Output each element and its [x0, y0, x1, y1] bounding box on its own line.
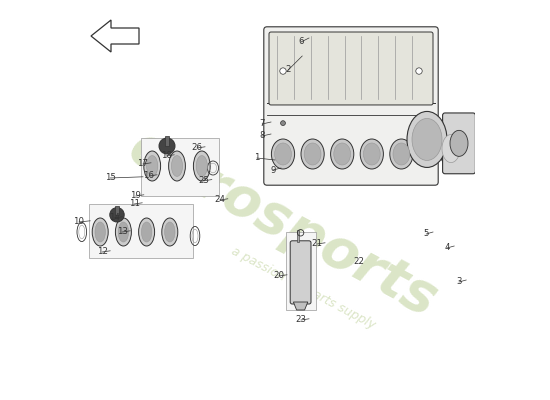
Text: 15: 15	[104, 174, 116, 182]
Bar	[286, 232, 316, 310]
Text: 14: 14	[109, 214, 120, 222]
Text: 20: 20	[273, 272, 284, 280]
Ellipse shape	[147, 156, 158, 176]
FancyBboxPatch shape	[443, 113, 475, 174]
Ellipse shape	[274, 143, 292, 165]
Circle shape	[280, 68, 286, 74]
Bar	[141, 138, 219, 196]
Circle shape	[416, 68, 422, 74]
Text: 3: 3	[456, 278, 462, 286]
Text: 4: 4	[444, 244, 450, 252]
FancyBboxPatch shape	[269, 32, 433, 105]
Ellipse shape	[139, 218, 155, 246]
Ellipse shape	[162, 218, 178, 246]
Ellipse shape	[360, 139, 383, 169]
Text: 26: 26	[191, 144, 202, 152]
FancyBboxPatch shape	[290, 241, 311, 304]
Text: 6: 6	[298, 38, 304, 46]
Text: 25: 25	[199, 176, 210, 185]
Ellipse shape	[194, 151, 210, 181]
Ellipse shape	[301, 139, 324, 169]
Ellipse shape	[331, 139, 354, 169]
Ellipse shape	[390, 139, 413, 169]
Text: 7: 7	[260, 120, 265, 128]
Text: 9: 9	[270, 166, 276, 174]
Text: 19: 19	[130, 192, 141, 200]
Bar	[298, 230, 299, 242]
Ellipse shape	[439, 130, 463, 166]
Text: 12: 12	[97, 248, 108, 256]
Ellipse shape	[393, 143, 410, 165]
Text: a passion for parts supply: a passion for parts supply	[229, 244, 377, 332]
Circle shape	[159, 138, 175, 154]
Text: 18: 18	[161, 152, 172, 160]
Bar	[89, 204, 193, 258]
Ellipse shape	[412, 118, 442, 160]
Ellipse shape	[407, 112, 447, 168]
Ellipse shape	[304, 143, 321, 165]
Text: 13: 13	[117, 228, 128, 236]
Circle shape	[110, 208, 124, 222]
Ellipse shape	[169, 151, 185, 181]
Ellipse shape	[92, 218, 108, 246]
Ellipse shape	[172, 156, 183, 176]
Text: 16: 16	[144, 172, 155, 180]
Bar	[115, 206, 119, 215]
Ellipse shape	[334, 143, 350, 165]
Text: 1: 1	[254, 154, 260, 162]
Ellipse shape	[364, 143, 380, 165]
Ellipse shape	[95, 222, 106, 242]
FancyBboxPatch shape	[264, 27, 438, 185]
Ellipse shape	[144, 151, 161, 181]
Text: 8: 8	[260, 132, 265, 140]
Text: 17: 17	[138, 160, 148, 168]
Text: 2: 2	[285, 66, 291, 74]
Text: 24: 24	[214, 196, 225, 204]
Text: 10: 10	[74, 218, 85, 226]
Ellipse shape	[196, 156, 207, 176]
Text: 11: 11	[129, 200, 140, 208]
Text: eurosports: eurosports	[120, 120, 446, 328]
Ellipse shape	[164, 222, 175, 242]
Ellipse shape	[450, 130, 468, 156]
Ellipse shape	[118, 222, 129, 242]
Ellipse shape	[116, 218, 131, 246]
Text: 22: 22	[354, 258, 365, 266]
Circle shape	[280, 121, 285, 126]
Text: 21: 21	[311, 240, 322, 248]
Text: 23: 23	[295, 316, 306, 324]
Ellipse shape	[141, 222, 152, 242]
Text: 5: 5	[424, 230, 429, 238]
Ellipse shape	[442, 134, 460, 162]
Polygon shape	[293, 302, 308, 310]
Ellipse shape	[271, 139, 295, 169]
Bar	[165, 136, 169, 146]
